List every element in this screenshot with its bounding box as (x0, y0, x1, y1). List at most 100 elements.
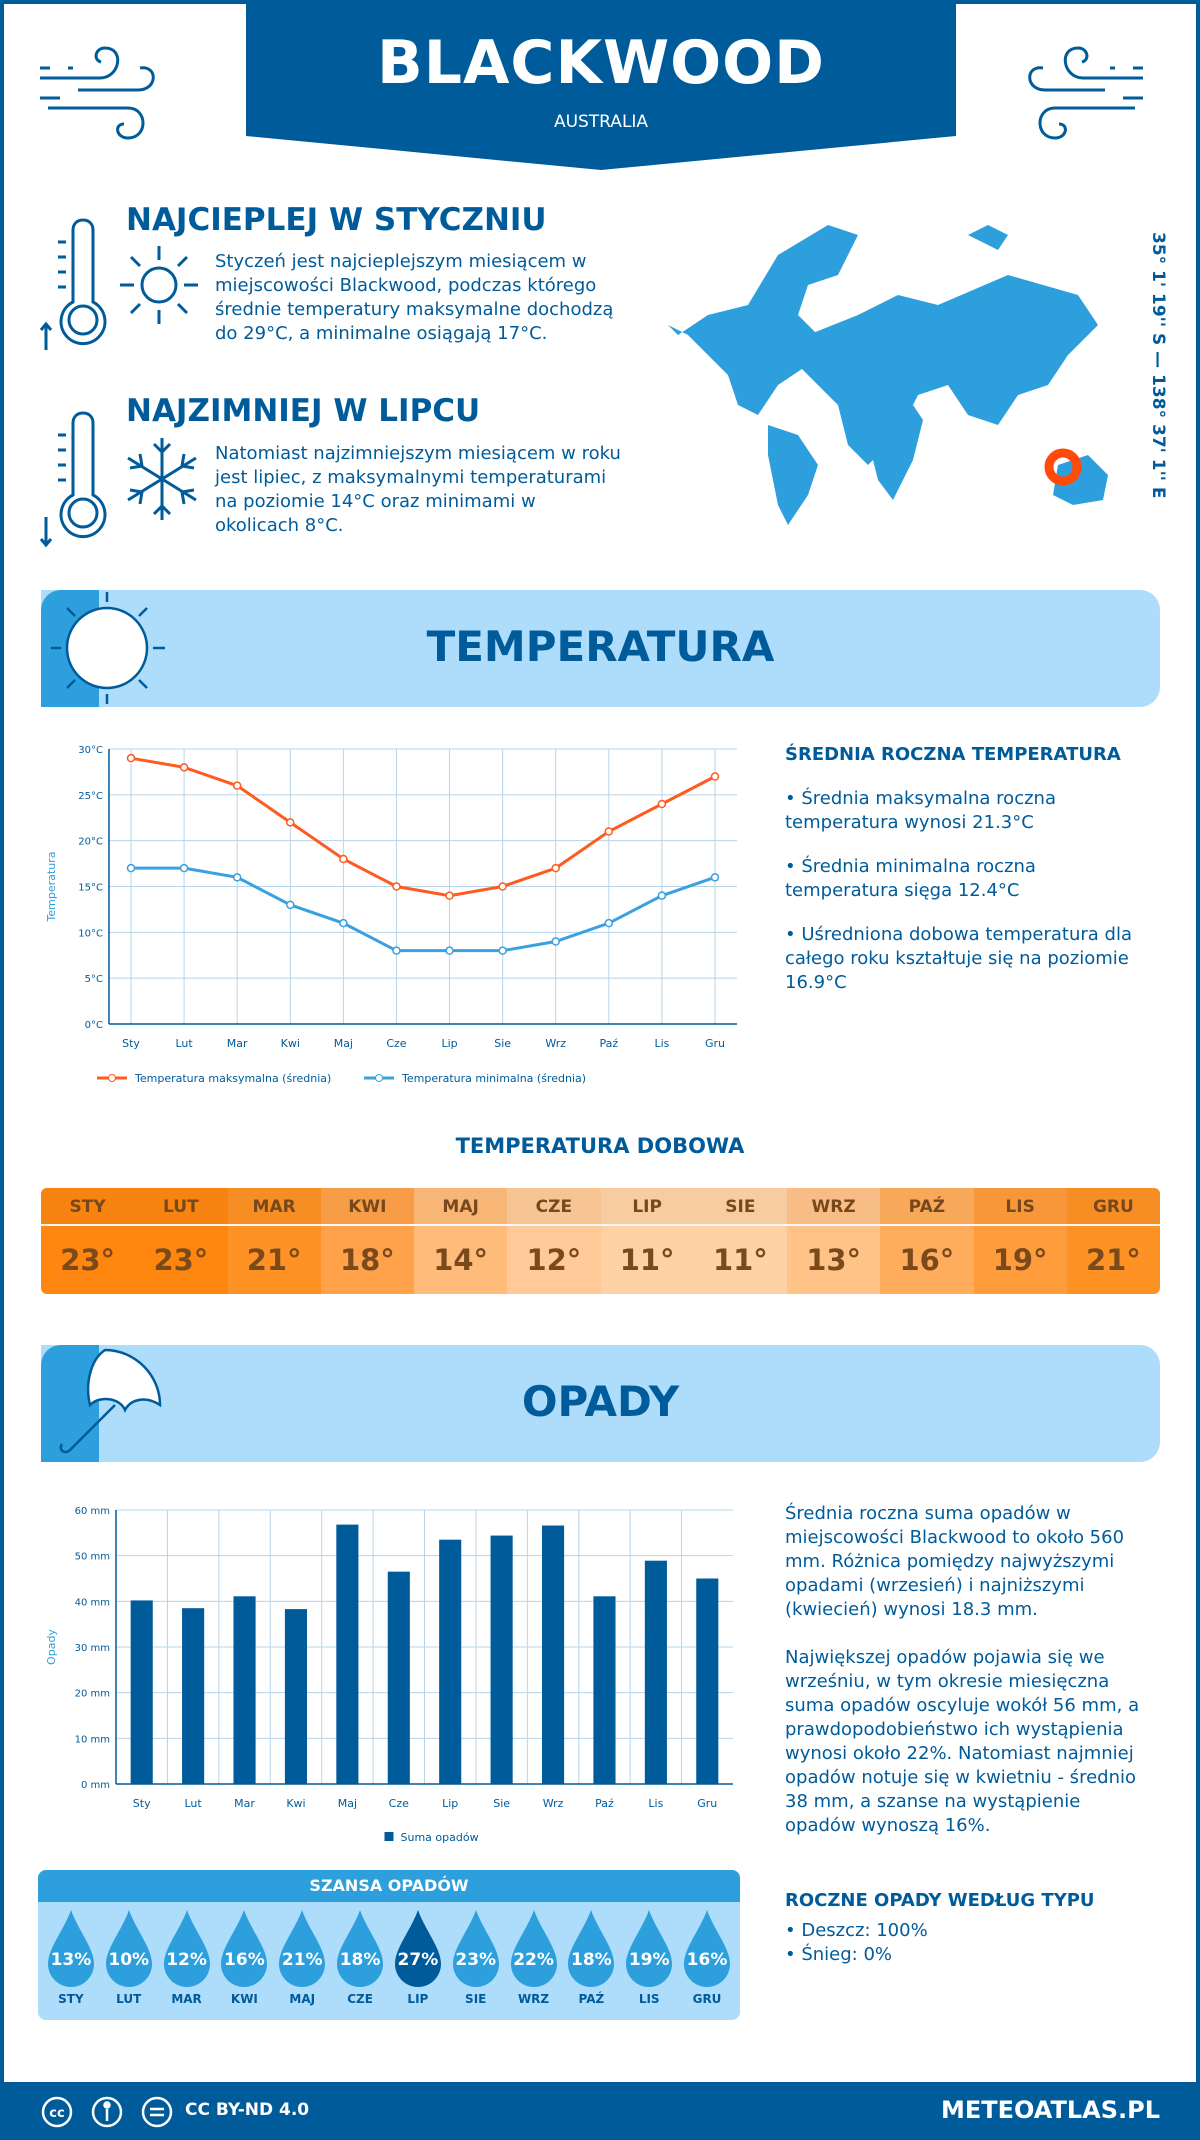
x-tick-label: Paź (599, 1037, 618, 1050)
daily-temp-value: 12° (526, 1243, 582, 1277)
month-label: SIE (693, 1188, 787, 1226)
wind-icon (1028, 46, 1143, 140)
data-point (232, 873, 242, 882)
raindrop-icon (452, 1910, 499, 1987)
raindrop-icon (568, 1910, 615, 1987)
legend-swatch (384, 1832, 394, 1841)
x-tick-label: Mar (234, 1797, 255, 1810)
precip-chance-drop: 21% MAJ (273, 1908, 331, 2006)
site-link[interactable]: METEOATLAS.PL (940, 2096, 1160, 2124)
month-label: WRZ (517, 1992, 550, 2006)
location-marker-icon (1044, 448, 1082, 486)
precip-bar (644, 1560, 667, 1784)
month-label: GRU (1066, 1188, 1160, 1226)
precip-chance-value: 23% (455, 1950, 497, 1970)
daily-temp-value: 23° (153, 1243, 209, 1277)
month-label: CZE (347, 1992, 373, 2006)
precipitation-summary: Średnia roczna suma opadów w miejscowośc… (785, 1502, 1155, 1838)
daily-temp-column: GRU 21° (1066, 1188, 1160, 1294)
month-label: GRU (692, 1992, 722, 2006)
daily-temp-column: LUT 23° (134, 1188, 228, 1294)
daily-temp-column: WRZ 13° (787, 1188, 881, 1294)
cc-icon: cc (41, 2096, 73, 2128)
series-line (131, 866, 716, 953)
coldest-month-title: NAJZIMNIEJ W LIPCU (126, 393, 481, 429)
month-label: MAR (227, 1188, 321, 1226)
precip-bar (284, 1609, 308, 1784)
data-point (286, 900, 295, 910)
daily-temp-value: 21° (246, 1243, 302, 1277)
precip-bar (490, 1535, 513, 1784)
daily-temp-column: KWI 18° (320, 1188, 414, 1294)
country-label: AUSTRALIA (553, 112, 649, 132)
precip-bar (439, 1539, 462, 1784)
x-tick-label: Kwi (281, 1037, 300, 1050)
daily-temp-column: PAŹ 16° (880, 1188, 974, 1294)
precip-bar (233, 1596, 256, 1784)
precip-chance-drop: 12% MAR (158, 1908, 216, 2006)
precipitation-banner-title: OPADY (521, 1377, 680, 1426)
daily-temp-column: MAR 21° (227, 1188, 321, 1294)
precip-bar (387, 1571, 410, 1784)
temperature-summary-title: ŚREDNIA ROCZNA TEMPERATURA (785, 744, 1121, 765)
month-label: KWI (230, 1992, 258, 2006)
daily-temp-value: 23° (60, 1243, 116, 1277)
precip-chance-drop: 18% PAŹ (562, 1908, 620, 2006)
daily-temperature-table: STY 23° LUT 23° MAR 21° KWI 18° MAJ 14° CZE 12° LIP 1… (41, 1188, 1160, 1294)
x-tick-label: Lut (185, 1797, 203, 1810)
y-tick-label: 20°C (78, 837, 103, 848)
x-tick-label: Sie (494, 1037, 511, 1050)
month-label: MAR (171, 1992, 202, 2006)
y-axis-label: Temperatura (45, 852, 58, 923)
precip-chance-value: 16% (686, 1950, 728, 1970)
wind-icon (40, 46, 155, 140)
month-label: LIS (638, 1992, 660, 2006)
month-label: LUT (134, 1188, 228, 1226)
x-tick-label: Lut (175, 1037, 193, 1050)
license-icons: cc (41, 2096, 173, 2128)
y-tick-label: 10 mm (75, 1734, 110, 1745)
sun-icon (51, 592, 165, 704)
data-point (445, 891, 454, 900)
warmest-month-text: Styczeń jest najcieplejszym miesiącem w … (215, 251, 614, 344)
month-label: KWI (320, 1188, 414, 1226)
precip-chance-value: 18% (339, 1950, 381, 1970)
precip-chance-drop: 27% LIP (389, 1908, 447, 2006)
x-tick-label: Wrz (545, 1037, 566, 1050)
precip-chance-value: 22% (513, 1950, 554, 1970)
daily-temp-value: 16° (899, 1243, 955, 1277)
thermometer-down-icon (39, 411, 107, 548)
series-line (130, 756, 716, 898)
precip-chance-value: 12% (166, 1950, 207, 1970)
legend-label: Temperatura maksymalna (średnia) (134, 1072, 331, 1085)
summary-bullet: • Średnia minimalna roczna temperatura s… (785, 856, 1036, 901)
x-tick-label: Maj (334, 1037, 353, 1050)
y-axis-label: Opady (45, 1629, 58, 1665)
city-title: BLACKWOOD (377, 28, 825, 98)
precip-chance-value: 18% (571, 1950, 612, 1970)
daily-temp-value: 19° (992, 1243, 1048, 1277)
data-point (710, 873, 720, 882)
temperature-summary: ŚREDNIA ROCZNA TEMPERATURA • Średnia mak… (785, 744, 1155, 995)
temperature-banner: TEMPERATURA (41, 590, 1160, 707)
legend-label: Temperatura minimalna (średnia) (401, 1072, 586, 1085)
x-tick-label: Wrz (543, 1797, 564, 1810)
y-tick-label: 20 mm (75, 1689, 110, 1700)
x-tick-label: Lip (441, 1037, 457, 1050)
data-point (551, 937, 560, 946)
license-label[interactable]: CC BY-ND 4.0 (185, 2100, 310, 2120)
precipitation-chance-title: SZANSA OPADÓW (38, 1870, 740, 1902)
attribution-icon (91, 2096, 123, 2128)
precip-chance-value: 10% (108, 1950, 150, 1970)
precip-chance-value: 13% (50, 1950, 92, 1970)
summary-bullet: • Uśredniona dobowa temperatura dla całe… (785, 924, 1133, 993)
data-point (710, 772, 720, 781)
x-tick-label: Mar (227, 1037, 248, 1050)
precip-bar (541, 1525, 565, 1784)
x-tick-label: Maj (338, 1797, 357, 1810)
precip-chance-value: 19% (628, 1950, 670, 1970)
y-tick-label: 25°C (78, 791, 103, 802)
summary-bullet: • Średnia maksymalna roczna temperatura … (785, 788, 1056, 833)
daily-temp-value: 21° (1085, 1243, 1141, 1277)
x-tick-label: Lip (442, 1797, 458, 1810)
